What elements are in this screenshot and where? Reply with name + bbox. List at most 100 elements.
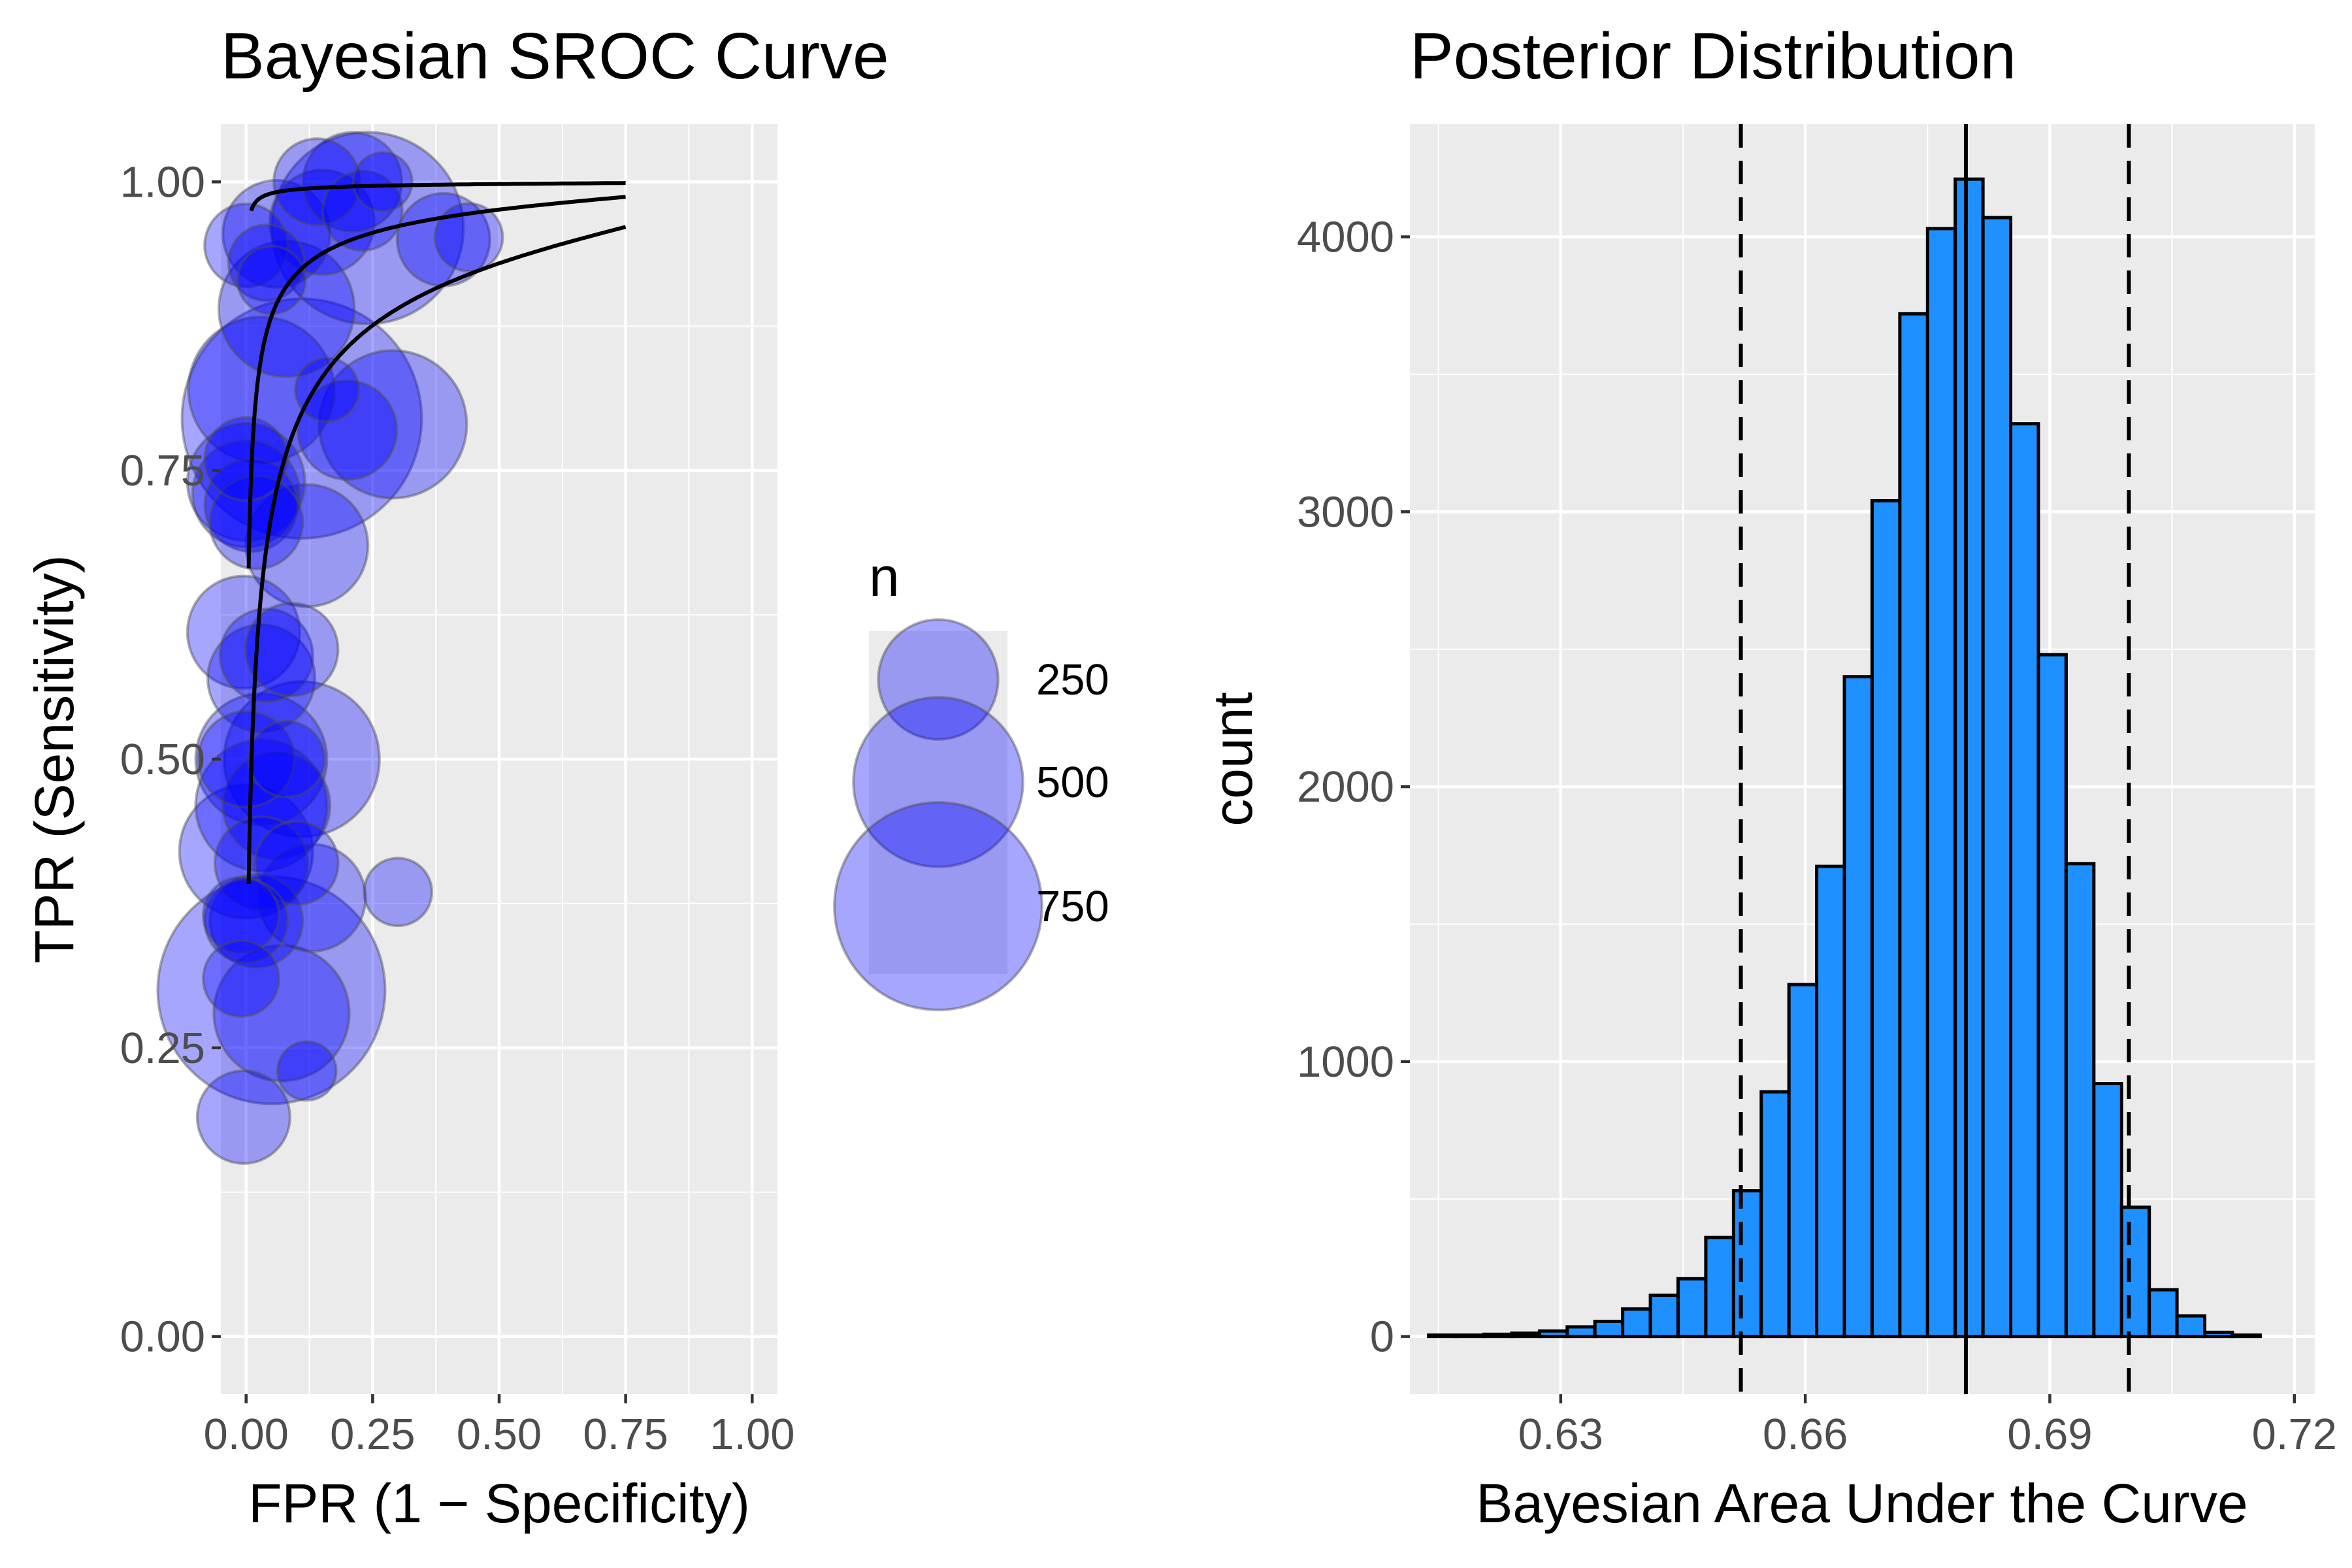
sroc-y-tick-label: 0.50 xyxy=(120,735,205,784)
legend-title: n xyxy=(869,546,900,608)
legend-key-circle xyxy=(852,696,1024,868)
posterior-bars xyxy=(1427,177,2262,1339)
posterior-y-tick-label: 1000 xyxy=(1297,1037,1394,1086)
sroc-x-tick-label: 0.25 xyxy=(330,1410,415,1459)
histogram-bar xyxy=(1510,1331,1541,1339)
histogram-bar xyxy=(2203,1330,2234,1339)
histogram-bar xyxy=(2009,422,2040,1339)
legend-key-label: 750 xyxy=(1036,882,1109,931)
sroc-y-label: TPR (Sensitivity) xyxy=(24,555,85,963)
sroc-points xyxy=(156,131,504,1165)
sroc-point xyxy=(194,738,329,873)
histogram-bar xyxy=(1427,1333,1458,1339)
sroc-point xyxy=(213,815,309,911)
sroc-point xyxy=(247,720,326,798)
legend-keys: 250 500 750 xyxy=(833,618,1109,1011)
legend-key-background xyxy=(869,631,1007,974)
sroc-point xyxy=(201,939,280,1018)
sroc-point xyxy=(201,875,280,955)
sroc-point xyxy=(351,151,414,213)
sroc-point xyxy=(178,783,314,920)
sroc-point xyxy=(195,1069,291,1165)
posterior-x-label: Bayesian Area Under the Curve xyxy=(1476,1473,2247,1534)
sroc-point xyxy=(294,356,361,423)
sroc-title: Bayesian SROC Curve xyxy=(221,20,889,93)
legend-key-label: 250 xyxy=(1036,655,1109,704)
histogram-bar xyxy=(1870,498,1902,1339)
sroc-point xyxy=(268,169,376,276)
posterior-y-axis: 0 1000 2000 3000 4000 xyxy=(1297,213,1410,1362)
sroc-curve xyxy=(246,195,626,569)
histogram-bar xyxy=(1981,216,2013,1339)
sroc-point xyxy=(221,178,332,289)
sroc-y-axis: 0.00 0.25 0.50 0.75 1.00 xyxy=(120,157,221,1362)
histogram-bar xyxy=(1648,1294,1680,1339)
sroc-point xyxy=(203,203,289,289)
histogram-bar xyxy=(2119,1205,2151,1339)
sroc-y-tick-label: 0.25 xyxy=(120,1024,205,1073)
sroc-point xyxy=(227,223,306,302)
histogram-bar xyxy=(1565,1325,1597,1339)
legend-key-label: 500 xyxy=(1036,758,1109,807)
histogram-bar xyxy=(2148,1288,2179,1339)
posterior-x-tick-label: 0.63 xyxy=(1518,1410,1603,1459)
posterior-y-tick-label: 3000 xyxy=(1297,487,1394,536)
sroc-point xyxy=(270,131,465,325)
histogram-bar xyxy=(1593,1319,1625,1339)
sroc-point xyxy=(203,877,289,964)
sroc-x-tick-label: 1.00 xyxy=(710,1410,794,1459)
sroc-curve xyxy=(246,225,627,884)
posterior-x-tick-label: 0.69 xyxy=(2007,1410,2092,1459)
sroc-point xyxy=(186,574,301,690)
histogram-bar xyxy=(1898,312,1929,1339)
histogram-bar xyxy=(2230,1333,2262,1339)
sroc-point xyxy=(218,607,314,703)
posterior-reference-lines xyxy=(1739,124,2131,1394)
size-legend: n 250 500 750 xyxy=(833,546,1109,1011)
sroc-x-tick-label: 0.75 xyxy=(583,1410,668,1459)
histogram-bar xyxy=(1704,1235,1735,1339)
sroc-point xyxy=(253,820,340,906)
histogram-bar xyxy=(1925,227,1957,1339)
sroc-point xyxy=(223,680,381,838)
histogram-bar xyxy=(1731,1189,1763,1339)
histogram-bar xyxy=(1676,1277,1708,1339)
posterior-y-label: count xyxy=(1202,692,1264,826)
sroc-y-tick-label: 1.00 xyxy=(120,157,205,206)
sroc-point xyxy=(433,202,504,273)
sroc-point xyxy=(191,438,301,549)
sroc-x-label: FPR (1 − Specificity) xyxy=(248,1473,750,1534)
sroc-point xyxy=(318,349,468,500)
histogram-bar xyxy=(2036,653,2068,1339)
histogram-bar xyxy=(1759,1090,1791,1339)
posterior-y-tick-label: 4000 xyxy=(1297,213,1394,262)
sroc-point xyxy=(208,873,304,969)
histogram-bar xyxy=(1482,1332,1514,1339)
histogram-bar xyxy=(2175,1314,2207,1339)
sroc-point xyxy=(276,1040,338,1102)
legend-key-circle xyxy=(877,618,1000,741)
histogram-bar xyxy=(1953,177,1985,1339)
sroc-point xyxy=(217,240,356,378)
sroc-curve xyxy=(249,181,626,212)
sroc-x-tick-label: 0.00 xyxy=(204,1410,289,1459)
sroc-point xyxy=(197,710,296,809)
histogram-bar xyxy=(1621,1307,1652,1339)
sroc-grid xyxy=(221,124,777,1394)
sroc-point xyxy=(203,416,289,502)
sroc-y-tick-label: 0.00 xyxy=(120,1313,205,1362)
sroc-point xyxy=(272,137,362,227)
sroc-point xyxy=(194,692,329,826)
sroc-panel: Bayesian SROC Curve 0.00 0.25 0.50 0.75 1.00… xyxy=(24,20,889,1534)
sroc-point xyxy=(297,379,399,481)
histogram-bar xyxy=(1537,1329,1569,1339)
sroc-point xyxy=(301,131,404,233)
histogram-bar xyxy=(1787,983,1819,1339)
sroc-y-tick-label: 0.75 xyxy=(120,446,205,495)
sroc-point xyxy=(186,422,306,542)
histogram-bar xyxy=(1454,1333,1486,1339)
sroc-x-tick-label: 0.50 xyxy=(457,1410,542,1459)
sroc-point xyxy=(208,474,304,570)
sroc-point xyxy=(236,244,307,316)
